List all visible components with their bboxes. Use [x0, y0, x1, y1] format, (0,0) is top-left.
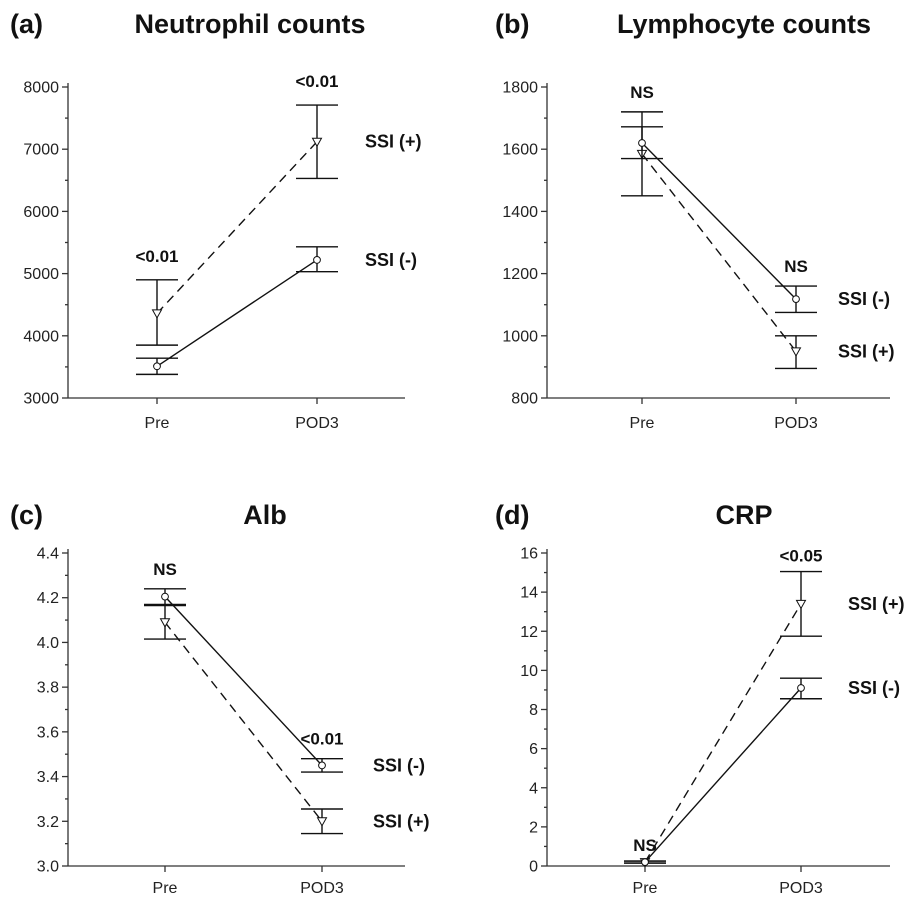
- y-tick-label: 16: [520, 546, 538, 563]
- y-tick-label: 4.2: [37, 590, 59, 607]
- x-tick-label: Pre: [633, 880, 658, 897]
- y-tick-label: 7000: [23, 142, 59, 159]
- y-tick-label: 5000: [23, 266, 59, 283]
- y-tick-label: 8: [529, 702, 538, 719]
- y-tick-label: 6000: [23, 204, 59, 221]
- series-ssi-positive: SSI (+): [144, 604, 430, 835]
- y-tick-label: 10: [520, 663, 538, 680]
- y-tick-label: 1000: [502, 328, 538, 345]
- series-ssi-negative: SSI (-): [136, 246, 417, 376]
- x-tick-label: Pre: [145, 415, 170, 432]
- y-tick-label: 3.2: [37, 814, 59, 831]
- y-tick-label: 3.4: [37, 769, 59, 786]
- panel-neutrophil: (a) Neutrophil counts 3000 4000 5000 6000 7000…: [10, 9, 422, 432]
- series-line: [641, 153, 797, 352]
- series-ssi-positive: SSI (+): [621, 111, 895, 370]
- x-tick-label: POD3: [300, 880, 344, 897]
- series-label: SSI (-): [838, 289, 890, 309]
- panel-letter: (a): [10, 9, 43, 39]
- y-tick-label: 14: [520, 585, 538, 602]
- series-line: [164, 621, 323, 822]
- y-tick-label: 3.8: [37, 680, 59, 697]
- chart-title: Alb: [243, 500, 287, 530]
- panel-letter: (c): [10, 500, 43, 530]
- chart-title: CRP: [715, 500, 772, 530]
- panel-alb: (c) Alb 3.0 3.2 3.4 3.6 3.8 4.0 4.2 4.4 Pre POD3 SSI…: [10, 500, 430, 897]
- series-ssi-negative: SSI (-): [144, 588, 425, 775]
- data-point: [797, 684, 805, 692]
- y-tick-label: 2: [529, 819, 538, 836]
- data-point: [313, 256, 321, 264]
- data-point: [795, 599, 807, 610]
- series-label: SSI (-): [365, 250, 417, 270]
- y-tick-label: 4: [529, 780, 538, 797]
- significance-label: <0.01: [135, 247, 178, 266]
- y-tick-label: 8000: [23, 80, 59, 97]
- y-tick-label: 1600: [502, 142, 538, 159]
- y-tick-label: 0: [529, 859, 538, 876]
- chart-title: Lymphocyte counts: [617, 9, 871, 39]
- significance-label: <0.01: [295, 72, 338, 91]
- y-tick-label: 1400: [502, 204, 538, 221]
- panel-crp: (d) CRP 0 2 4 6 8 10 12 14 16 Pre POD3 SSI (+) SSI (-)…: [495, 500, 905, 897]
- series-line: [156, 259, 318, 367]
- y-tick-label: 6: [529, 741, 538, 758]
- series-ssi-negative: SSI (-): [624, 677, 900, 866]
- x-tick-label: POD3: [779, 880, 823, 897]
- chart-title: Neutrophil counts: [135, 9, 366, 39]
- series-label: SSI (+): [365, 132, 422, 152]
- significance-label: NS: [633, 836, 657, 855]
- y-tick-label: 3.6: [37, 724, 59, 741]
- x-tick-label: POD3: [774, 415, 818, 432]
- significance-label: NS: [630, 83, 654, 102]
- significance-label: NS: [153, 560, 177, 579]
- data-point: [790, 347, 802, 357]
- significance-label: <0.05: [779, 547, 822, 566]
- panel-letter: (b): [495, 9, 529, 39]
- data-point: [638, 139, 646, 147]
- x-tick-label: Pre: [153, 880, 178, 897]
- series-label: SSI (-): [848, 678, 900, 698]
- series-ssi-positive: SSI (+): [624, 570, 905, 868]
- data-point: [318, 761, 326, 770]
- data-point: [153, 362, 161, 371]
- series-line: [641, 142, 797, 300]
- panel-lymphocyte: (b) Lymphocyte counts 800 1000 1200 1400 1600 1…: [495, 9, 895, 432]
- significance-label: NS: [784, 257, 808, 276]
- series-ssi-positive: SSI (+): [136, 104, 422, 346]
- series-line: [164, 596, 323, 766]
- panel-letter: (d): [495, 500, 529, 530]
- y-tick-label: 3000: [23, 391, 59, 408]
- significance-label: <0.01: [300, 730, 343, 749]
- y-tick-label: 4.0: [37, 635, 59, 652]
- series-label: SSI (-): [373, 755, 425, 775]
- series-label: SSI (+): [848, 594, 905, 614]
- data-point: [151, 309, 163, 319]
- data-point: [792, 295, 800, 304]
- series-label: SSI (+): [838, 341, 895, 361]
- y-tick-label: 4000: [23, 328, 59, 345]
- data-point: [641, 858, 649, 866]
- series-line: [156, 141, 318, 314]
- series-line: [644, 687, 802, 863]
- y-tick-label: 800: [511, 391, 538, 408]
- data-point: [316, 817, 328, 827]
- y-tick-label: 12: [520, 624, 538, 641]
- x-tick-label: Pre: [630, 415, 655, 432]
- series-label: SSI (+): [373, 811, 430, 831]
- y-tick-label: 1200: [502, 266, 538, 283]
- data-point: [311, 137, 323, 148]
- series-line: [644, 603, 802, 863]
- y-tick-label: 3.0: [37, 859, 59, 876]
- y-tick-label: 1800: [502, 80, 538, 97]
- data-point: [161, 592, 169, 601]
- y-tick-label: 4.4: [37, 546, 59, 563]
- x-tick-label: POD3: [295, 415, 339, 432]
- series-ssi-negative: SSI (-): [621, 126, 890, 314]
- data-point: [159, 618, 171, 628]
